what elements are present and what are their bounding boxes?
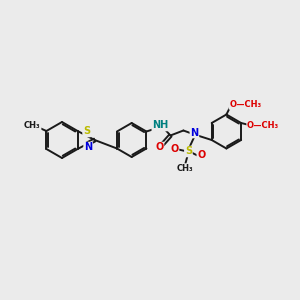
- Text: S: S: [83, 127, 90, 136]
- Text: O—CH₃: O—CH₃: [247, 121, 279, 130]
- Text: O—CH₃: O—CH₃: [229, 100, 262, 109]
- Text: NH: NH: [152, 121, 169, 130]
- Text: O: O: [197, 151, 206, 160]
- Text: N: N: [84, 142, 92, 152]
- Text: S: S: [185, 146, 192, 157]
- Text: O: O: [155, 142, 164, 152]
- Text: CH₃: CH₃: [24, 122, 41, 130]
- Text: N: N: [190, 128, 199, 137]
- Text: CH₃: CH₃: [177, 164, 194, 173]
- Text: O: O: [170, 145, 178, 154]
